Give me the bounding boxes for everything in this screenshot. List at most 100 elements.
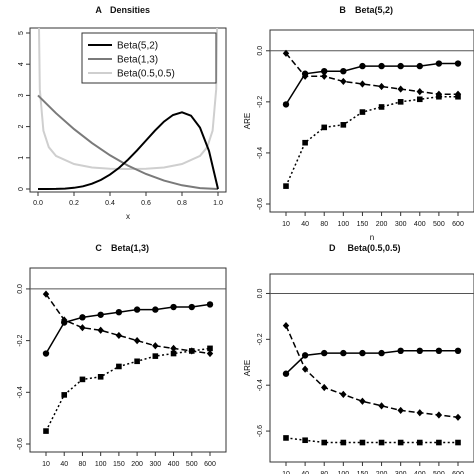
- x-tick-label: 500: [433, 221, 445, 228]
- data-point-square: [134, 358, 140, 365]
- data-point-square: [116, 363, 122, 370]
- x-tick-label: 100: [95, 461, 107, 468]
- data-point-square: [302, 139, 308, 146]
- data-point-square: [43, 428, 49, 434]
- x-tick-label: 100: [337, 221, 349, 228]
- data-point-circle: [397, 62, 404, 70]
- data-point-circle: [359, 349, 366, 357]
- data-point-circle: [188, 303, 195, 311]
- data-point-circle: [378, 349, 385, 357]
- series-line: [285, 95, 458, 187]
- plot-frame: [269, 273, 474, 463]
- data-point-diamond: [416, 409, 423, 417]
- y-axis-label: ARE: [243, 113, 252, 129]
- data-point-circle: [378, 62, 385, 70]
- panel-title: Beta(0.5,0.5): [347, 243, 400, 253]
- panel-letter: C: [95, 243, 102, 253]
- y-tick-label: -0.4: [17, 386, 24, 398]
- x-tick-label: 10: [42, 461, 50, 468]
- y-tick-label: 1: [18, 156, 25, 160]
- data-point-square: [340, 122, 347, 128]
- density-curve: [37, 28, 219, 171]
- series-dashed: [42, 290, 214, 358]
- data-point-square: [283, 435, 289, 441]
- data-point-diamond: [340, 77, 347, 86]
- y-tick-label: 0.0: [257, 288, 264, 298]
- plot-frame: [269, 29, 474, 213]
- x-tick-label: 40: [60, 461, 68, 468]
- data-point-circle: [435, 60, 443, 67]
- data-point-circle: [301, 352, 309, 359]
- x-tick-label: 0.0: [33, 200, 43, 207]
- data-point-diamond: [42, 290, 50, 298]
- y-tick-label: 0.0: [17, 284, 24, 294]
- series-line: [285, 350, 458, 375]
- data-point-square: [152, 353, 159, 359]
- data-point-circle: [79, 314, 86, 321]
- density-curves: [37, 28, 219, 190]
- data-point-square: [416, 96, 423, 103]
- series-dotted: [283, 435, 461, 446]
- data-point-diamond: [359, 397, 366, 405]
- x-tick-label: 100: [337, 471, 349, 474]
- data-point-diamond: [282, 49, 290, 57]
- data-point-square: [79, 376, 86, 383]
- data-point-square: [378, 104, 385, 110]
- series-solid: [282, 347, 462, 377]
- data-point-square: [321, 124, 328, 131]
- data-point-circle: [115, 308, 123, 316]
- series-dashed: [282, 49, 462, 98]
- data-point-diamond: [435, 411, 443, 419]
- data-point-square: [397, 99, 404, 105]
- x-tick-label: 200: [376, 221, 388, 228]
- y-tick-label: -0.2: [257, 333, 264, 345]
- data-point-circle: [152, 306, 159, 313]
- data-point-square: [359, 109, 366, 115]
- data-point-square: [397, 439, 404, 446]
- data-point-circle: [416, 347, 423, 354]
- data-point-diamond: [321, 383, 328, 392]
- data-point-circle: [170, 303, 177, 311]
- data-point-diamond: [397, 85, 404, 93]
- data-point-diamond: [79, 324, 86, 332]
- y-tick-label: -0.4: [257, 147, 264, 159]
- data-point-square: [321, 439, 328, 446]
- data-point-diamond: [206, 349, 214, 358]
- data-point-circle: [282, 101, 290, 108]
- data-point-diamond: [115, 331, 123, 340]
- y-tick-label: -0.2: [17, 334, 24, 346]
- x-tick-label: 200: [376, 471, 388, 474]
- panel-a: A Densities 0.0 0.2 0.4 0.6 0.8 1.0 0 1 2 3 4 5 x Beta(…: [18, 5, 227, 221]
- data-point-diamond: [454, 413, 462, 421]
- x-tick-label: 300: [395, 221, 407, 228]
- data-point-circle: [454, 60, 462, 67]
- data-point-square: [170, 350, 177, 357]
- data-point-square: [302, 437, 308, 444]
- series-line: [45, 303, 211, 354]
- series-line: [285, 437, 458, 444]
- x-tick-label: 500: [186, 461, 198, 468]
- panel-title: Beta(1,3): [111, 243, 149, 253]
- y-tick-label: -0.2: [257, 96, 264, 108]
- y-tick-label: 0: [18, 187, 25, 191]
- x-tick-label: 40: [301, 221, 309, 228]
- plot-frame: [29, 267, 227, 453]
- data-point-diamond: [359, 80, 366, 88]
- x-tick-label: 0.6: [141, 200, 151, 207]
- y-tick-label: 3: [18, 93, 25, 97]
- x-tick-label: 400: [414, 471, 426, 474]
- data-point-diamond: [152, 342, 159, 350]
- data-point-diamond: [282, 321, 290, 330]
- x-tick-label: 200: [131, 461, 143, 468]
- data-point-diamond: [321, 72, 328, 80]
- density-curve: [37, 94, 219, 190]
- data-point-square: [340, 439, 347, 446]
- data-point-square: [283, 183, 289, 189]
- data-point-diamond: [416, 88, 423, 96]
- x-tick-label: 80: [320, 471, 328, 474]
- y-axis-label: ARE: [243, 360, 252, 376]
- y-tick-label: 4: [18, 62, 25, 66]
- y-tick-label: 2: [18, 125, 25, 129]
- series-dotted: [43, 345, 213, 434]
